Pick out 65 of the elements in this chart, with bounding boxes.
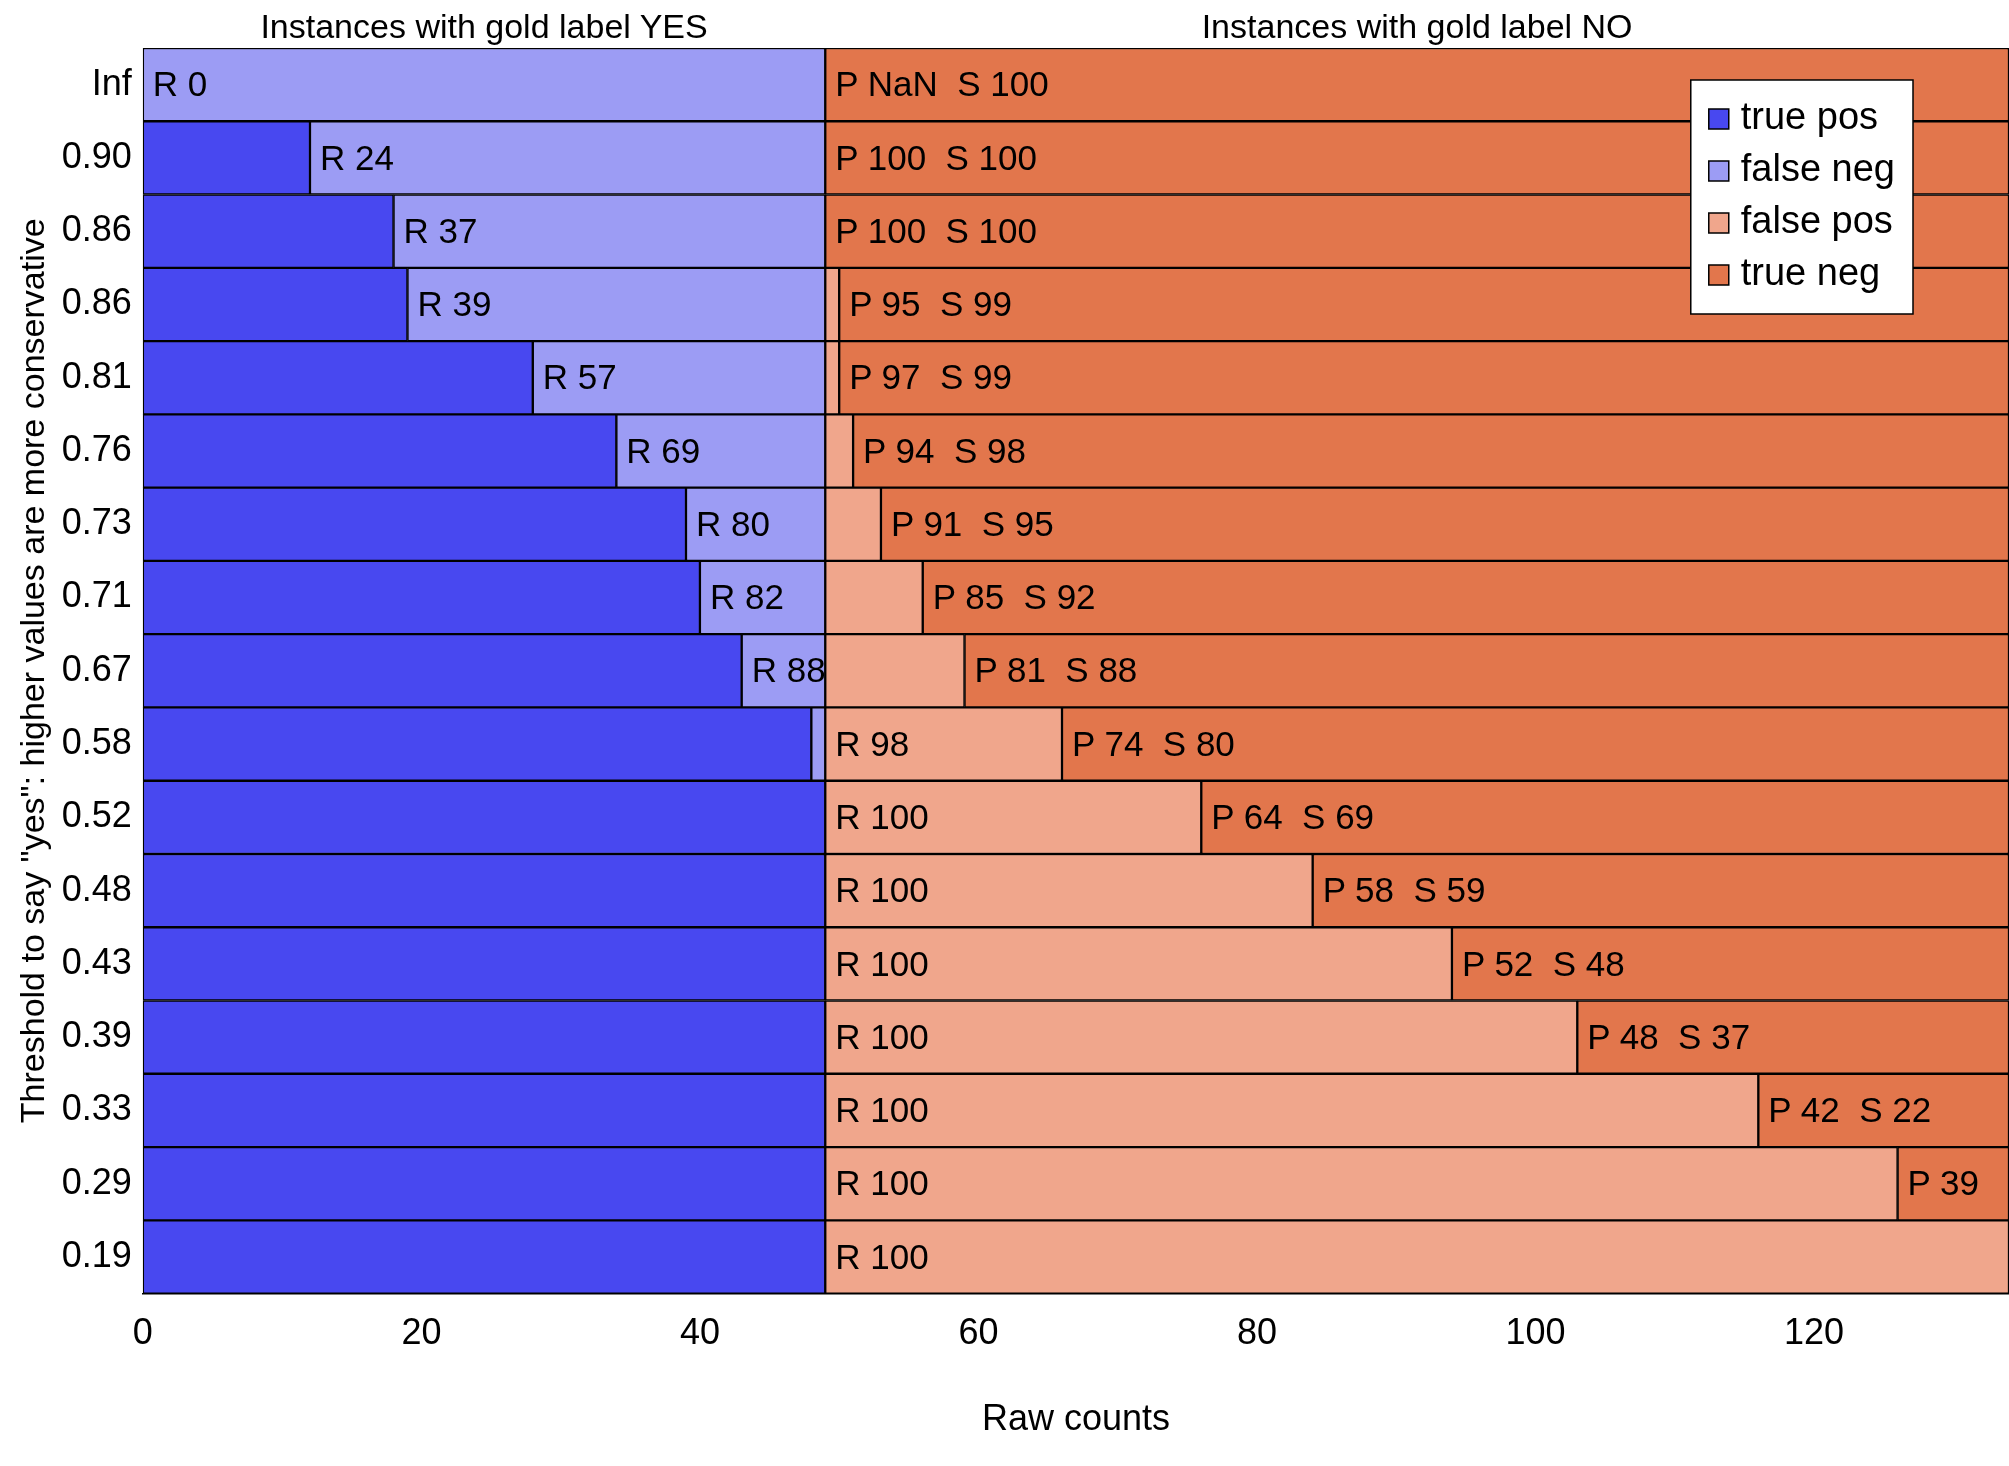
data-label: R 80 xyxy=(695,503,770,543)
y-tick-label: 0.48 xyxy=(61,867,132,909)
data-label: R 39 xyxy=(417,284,492,324)
data-label: R 37 xyxy=(403,210,478,250)
x-axis-title: Raw counts xyxy=(981,1397,1170,1439)
data-label: R 98 xyxy=(835,723,910,763)
data-label: R 100 xyxy=(835,870,929,910)
text: Instances with gold label YES xyxy=(260,7,708,46)
y-tick-label: 0.86 xyxy=(61,281,132,323)
data-label: P NaN S 100 xyxy=(835,64,1049,104)
y-tick-label: Inf xyxy=(91,61,133,103)
y-tick-label: 0.67 xyxy=(61,647,132,689)
y-tick-label: 0.71 xyxy=(61,574,132,616)
data-label: P 100 S 100 xyxy=(835,137,1038,177)
data-label: P 74 S 80 xyxy=(1072,723,1235,763)
y-tick-label: 0.52 xyxy=(61,794,132,836)
data-label: P 94 S 98 xyxy=(863,430,1026,470)
data-label: R 100 xyxy=(835,1236,929,1276)
y-tick-label: 0.39 xyxy=(61,1014,132,1056)
text: Instances with gold label NO xyxy=(1201,7,1633,46)
x-tick-label: 120 xyxy=(1783,1311,1845,1353)
data-label: R 100 xyxy=(835,1163,929,1203)
data-label: P 91 S 95 xyxy=(890,503,1054,543)
y-tick-label: 0.19 xyxy=(61,1233,132,1275)
data-label: P 48 S 37 xyxy=(1587,1016,1751,1056)
data-label: R 69 xyxy=(626,430,701,470)
data-label: P 95 S 99 xyxy=(849,284,1013,324)
legend-label: true pos xyxy=(1740,95,1879,138)
y-tick-label: 0.81 xyxy=(61,354,132,396)
data-label: P 42 S 22 xyxy=(1768,1090,1932,1130)
legend-label: false pos xyxy=(1740,199,1893,242)
y-tick-label: 0.86 xyxy=(61,208,132,250)
data-label: P 64 S 69 xyxy=(1211,797,1375,836)
x-tick-label: 0 xyxy=(132,1311,153,1353)
data-label: R 0 xyxy=(152,64,208,104)
x-tick-label: 80 xyxy=(1236,1311,1277,1353)
legend-label: false neg xyxy=(1740,147,1896,190)
data-label: R 57 xyxy=(542,357,617,397)
x-tick-label: 60 xyxy=(958,1311,999,1353)
data-label: R 82 xyxy=(709,577,784,617)
data-label: P 100 S 100 xyxy=(835,210,1038,250)
data-label: R 100 xyxy=(835,1090,929,1130)
legend-label: true neg xyxy=(1740,251,1881,294)
data-label: P 52 S 48 xyxy=(1461,943,1625,983)
y-tick-label: 0.43 xyxy=(61,940,132,982)
data-label: R 100 xyxy=(835,1016,929,1056)
data-label: R 88 xyxy=(751,650,826,690)
data-label: P 58 S 59 xyxy=(1322,870,1486,910)
data-label: R 100 xyxy=(835,797,929,836)
data-label: P 85 S 92 xyxy=(932,577,1096,617)
y-tick-label: 0.90 xyxy=(61,134,132,176)
data-label: P 39 xyxy=(1907,1163,1979,1203)
x-tick-label: 100 xyxy=(1505,1311,1566,1353)
y-tick-label: 0.76 xyxy=(61,427,132,469)
y-tick-label: 0.58 xyxy=(61,720,132,762)
data-label: P 97 S 99 xyxy=(849,357,1013,397)
y-tick-label: 0.29 xyxy=(61,1160,132,1202)
y-tick-label: 0.73 xyxy=(61,501,132,543)
y-axis-title: Threshold to say "yes": higher values are more conservative xyxy=(12,218,51,1124)
data-label: R 24 xyxy=(319,137,394,177)
data-label: P 81 S 88 xyxy=(974,650,1138,690)
data-label: R 100 xyxy=(835,943,929,983)
y-tick-label: 0.33 xyxy=(61,1087,132,1129)
x-tick-label: 20 xyxy=(401,1311,442,1353)
x-tick-label: 40 xyxy=(679,1311,720,1353)
